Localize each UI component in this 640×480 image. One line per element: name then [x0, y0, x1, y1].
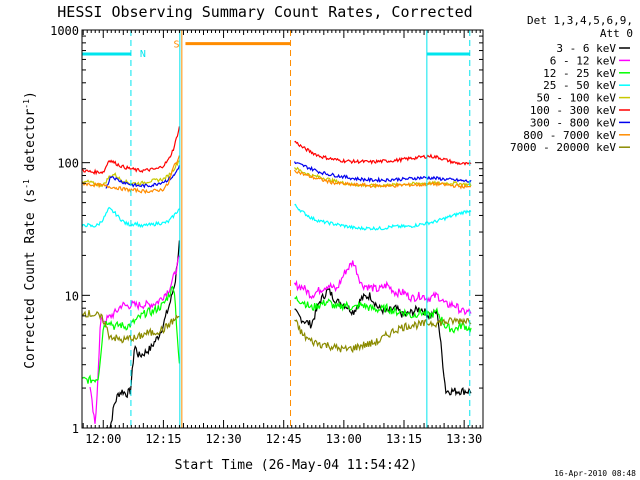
legend-label: 100 - 300 keV — [530, 104, 616, 117]
series-line-7000-20000kev-seg2 — [294, 316, 472, 354]
y-tick-label: 10 — [65, 289, 79, 303]
series-line-300-800kev-seg2 — [293, 161, 472, 183]
series-line-3-6kev-seg1 — [105, 240, 180, 428]
legend-label: 12 - 25 keV — [543, 67, 616, 80]
series-line-800-7000kev-seg2 — [293, 169, 472, 190]
series-line-6-12kev-seg1 — [89, 255, 180, 424]
legend-label: 25 - 50 keV — [543, 79, 616, 92]
legend-label: 6 - 12 keV — [550, 54, 617, 67]
x-tick-label: 13:30 — [446, 432, 482, 446]
legend-label: 3 - 6 keV — [556, 42, 616, 55]
y-axis-label: Corrected Count Rate (s-1 detector-1) — [22, 91, 38, 369]
x-tick-label: 12:00 — [85, 432, 121, 446]
y-tick-label: 100 — [57, 157, 79, 171]
x-axis-label: Start Time (26-May-04 11:54:42) — [175, 458, 418, 473]
series-line-7000-20000kev-seg1 — [82, 309, 180, 344]
y-tick-label: 1 — [72, 422, 79, 436]
legend-label: 800 - 7000 keV — [523, 129, 616, 142]
series-line-3-6kev-seg2 — [294, 288, 472, 397]
series-line-25-50kev-seg2 — [294, 203, 472, 231]
legend-label: 50 - 100 keV — [537, 92, 617, 105]
saa-flag-label: S — [173, 40, 179, 51]
series-line-6-12kev-seg2 — [293, 260, 472, 316]
legend-label: 300 - 800 keV — [530, 116, 616, 129]
night-flag-label: N — [140, 49, 146, 60]
x-tick-label: 12:30 — [205, 432, 241, 446]
y-tick-label: 1000 — [50, 24, 79, 38]
series-line-100-300kev-seg2 — [294, 140, 472, 166]
series-line-50-100kev-seg2 — [294, 166, 472, 188]
plot-frame — [81, 29, 484, 429]
legend-header-line2: Att 0 — [600, 27, 633, 40]
x-tick-label: 12:15 — [145, 432, 181, 446]
legend-header-line1: Det 1,3,4,5,6,9, — [527, 14, 633, 27]
x-tick-label: 13:00 — [326, 432, 362, 446]
series-line-12-25kev-seg2 — [294, 295, 472, 334]
chart-title: HESSI Observing Summary Count Rates, Cor… — [57, 3, 472, 21]
series-line-100-300kev-seg1 — [82, 126, 180, 176]
footer-date: 16-Apr-2010 08:48 — [554, 469, 636, 478]
x-tick-label: 12:45 — [266, 432, 302, 446]
x-tick-label: 13:15 — [386, 432, 422, 446]
legend-label: 7000 - 20000 keV — [510, 141, 616, 154]
series-line-300-800kev-seg1 — [105, 165, 180, 189]
